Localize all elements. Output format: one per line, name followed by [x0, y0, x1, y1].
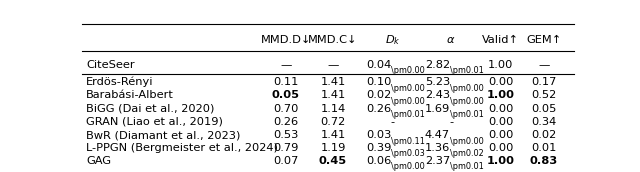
Text: 0.26: 0.26: [273, 117, 298, 127]
Text: 1.19: 1.19: [320, 143, 346, 153]
Text: 0.17: 0.17: [531, 77, 556, 87]
Text: 2.43: 2.43: [425, 90, 450, 100]
Text: 0.10: 0.10: [366, 77, 392, 87]
Text: \pm0.01: \pm0.01: [450, 110, 484, 119]
Text: \pm0.03: \pm0.03: [392, 149, 425, 158]
Text: L-PPGN (Bergmeister et al., 2024): L-PPGN (Bergmeister et al., 2024): [86, 143, 278, 153]
Text: \pm0.00: \pm0.00: [392, 66, 425, 76]
Text: \pm0.02: \pm0.02: [450, 149, 484, 158]
Text: \pm0.01: \pm0.01: [450, 66, 484, 76]
Text: Erdös-Rényi: Erdös-Rényi: [86, 77, 154, 88]
Text: 2.82: 2.82: [425, 60, 450, 70]
Text: 2.37: 2.37: [425, 156, 450, 166]
Text: -: -: [390, 117, 394, 127]
Text: 5.23: 5.23: [425, 77, 450, 87]
Text: 4.47: 4.47: [425, 130, 450, 140]
Text: CiteSeer: CiteSeer: [86, 60, 134, 70]
Text: 1.36: 1.36: [425, 143, 450, 153]
Text: 0.39: 0.39: [366, 143, 392, 153]
Text: $\alpha$: $\alpha$: [446, 35, 456, 45]
Text: $D_k$: $D_k$: [385, 33, 400, 47]
Text: Barabási-Albert: Barabási-Albert: [86, 90, 174, 100]
Text: GRAN (Liao et al., 2019): GRAN (Liao et al., 2019): [86, 117, 223, 127]
Text: 0.72: 0.72: [321, 117, 346, 127]
Text: \pm0.01: \pm0.01: [392, 110, 426, 119]
Text: 0.04: 0.04: [366, 60, 392, 70]
Text: MMD.C↓: MMD.C↓: [308, 35, 358, 45]
Text: 0.00: 0.00: [488, 77, 513, 87]
Text: \pm0.11: \pm0.11: [392, 137, 426, 146]
Text: 0.02: 0.02: [531, 130, 556, 140]
Text: 1.41: 1.41: [321, 77, 346, 87]
Text: 0.05: 0.05: [272, 90, 300, 100]
Text: —: —: [538, 60, 550, 70]
Text: 0.00: 0.00: [488, 130, 513, 140]
Text: —: —: [280, 60, 292, 70]
Text: 1.41: 1.41: [321, 90, 346, 100]
Text: 0.79: 0.79: [273, 143, 298, 153]
Text: \pm0.01: \pm0.01: [450, 163, 484, 171]
Text: 0.52: 0.52: [531, 90, 556, 100]
Text: \pm0.00: \pm0.00: [392, 163, 425, 171]
Text: 1.00: 1.00: [488, 60, 513, 70]
Text: 0.06: 0.06: [366, 156, 392, 166]
Text: 1.69: 1.69: [425, 104, 450, 114]
Text: 1.14: 1.14: [321, 104, 346, 114]
Text: 0.53: 0.53: [273, 130, 298, 140]
Text: 0.02: 0.02: [366, 90, 392, 100]
Text: 1.00: 1.00: [486, 156, 515, 166]
Text: 1.00: 1.00: [486, 90, 515, 100]
Text: \pm0.00: \pm0.00: [450, 137, 484, 146]
Text: 0.01: 0.01: [531, 143, 556, 153]
Text: 0.83: 0.83: [530, 156, 558, 166]
Text: 0.05: 0.05: [531, 104, 556, 114]
Text: GEM↑: GEM↑: [526, 35, 561, 45]
Text: 0.11: 0.11: [273, 77, 298, 87]
Text: \pm0.00: \pm0.00: [450, 97, 484, 106]
Text: 0.07: 0.07: [273, 156, 298, 166]
Text: 0.70: 0.70: [273, 104, 298, 114]
Text: \pm0.00: \pm0.00: [392, 84, 425, 93]
Text: -: -: [449, 117, 453, 127]
Text: MMD.D↓: MMD.D↓: [260, 35, 311, 45]
Text: 0.03: 0.03: [366, 130, 392, 140]
Text: BwR (Diamant et al., 2023): BwR (Diamant et al., 2023): [86, 130, 241, 140]
Text: 0.00: 0.00: [488, 117, 513, 127]
Text: 0.00: 0.00: [488, 104, 513, 114]
Text: 0.34: 0.34: [531, 117, 556, 127]
Text: Valid↑: Valid↑: [482, 35, 519, 45]
Text: \pm0.00: \pm0.00: [450, 84, 484, 93]
Text: \pm0.00: \pm0.00: [392, 97, 425, 106]
Text: 0.26: 0.26: [366, 104, 392, 114]
Text: BiGG (Dai et al., 2020): BiGG (Dai et al., 2020): [86, 104, 214, 114]
Text: 1.41: 1.41: [321, 130, 346, 140]
Text: 0.45: 0.45: [319, 156, 347, 166]
Text: —: —: [327, 60, 339, 70]
Text: 0.00: 0.00: [488, 143, 513, 153]
Text: GAG: GAG: [86, 156, 111, 166]
